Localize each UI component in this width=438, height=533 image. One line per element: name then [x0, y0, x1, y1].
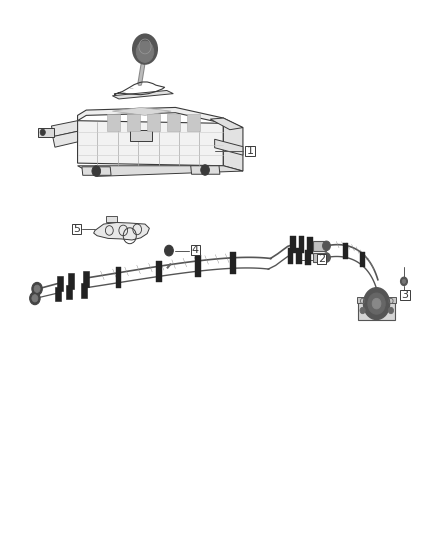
Polygon shape [223, 118, 243, 171]
Bar [167, 114, 180, 131]
Bar [191, 245, 200, 255]
Circle shape [322, 241, 330, 251]
Bar [360, 252, 365, 268]
Polygon shape [106, 216, 117, 222]
Circle shape [133, 34, 157, 64]
Bar [130, 130, 152, 141]
Polygon shape [215, 139, 243, 155]
Circle shape [40, 129, 46, 135]
Bar [72, 223, 81, 234]
Text: 5: 5 [73, 224, 80, 234]
Bar [317, 254, 326, 264]
Bar [230, 253, 236, 273]
Bar [66, 285, 72, 300]
Bar [127, 114, 140, 131]
Circle shape [167, 248, 171, 253]
Text: 3: 3 [401, 290, 408, 300]
Circle shape [32, 282, 42, 295]
Polygon shape [78, 120, 223, 166]
Polygon shape [113, 108, 171, 115]
Bar [400, 290, 410, 301]
Circle shape [368, 293, 385, 314]
Circle shape [165, 245, 173, 256]
Circle shape [92, 166, 101, 176]
Polygon shape [210, 118, 243, 130]
Bar [147, 114, 160, 131]
Bar [195, 255, 201, 277]
Circle shape [400, 277, 407, 286]
Circle shape [360, 308, 365, 314]
Circle shape [34, 285, 40, 293]
Text: 4: 4 [192, 245, 199, 255]
Circle shape [364, 288, 390, 319]
Polygon shape [82, 167, 111, 175]
Circle shape [201, 165, 209, 175]
Polygon shape [113, 91, 173, 99]
Polygon shape [39, 127, 53, 136]
Circle shape [136, 41, 154, 62]
Bar [343, 244, 349, 260]
Bar [299, 236, 304, 253]
Bar [107, 114, 120, 131]
Polygon shape [358, 301, 395, 319]
Polygon shape [191, 166, 220, 174]
Bar [187, 114, 200, 131]
Bar [55, 287, 61, 302]
Bar [307, 237, 313, 254]
Circle shape [30, 292, 40, 305]
Bar [68, 273, 74, 289]
Circle shape [389, 308, 393, 314]
Bar [288, 248, 293, 264]
Circle shape [372, 298, 381, 309]
Bar [83, 271, 89, 287]
Bar [314, 241, 326, 251]
Circle shape [322, 253, 330, 262]
Bar [156, 261, 162, 282]
Polygon shape [94, 222, 149, 240]
Bar [297, 248, 302, 264]
Text: 1: 1 [247, 146, 254, 156]
Bar [290, 236, 296, 253]
Circle shape [32, 295, 38, 302]
Bar [245, 146, 254, 156]
Bar [81, 283, 87, 298]
Bar [314, 253, 326, 262]
Polygon shape [53, 131, 78, 147]
Bar [116, 267, 121, 288]
Circle shape [402, 279, 406, 284]
Polygon shape [78, 166, 243, 176]
Polygon shape [357, 297, 396, 303]
Bar [305, 249, 311, 265]
Polygon shape [51, 120, 78, 136]
Polygon shape [78, 108, 223, 123]
Bar [57, 276, 63, 292]
Text: 2: 2 [318, 254, 325, 264]
